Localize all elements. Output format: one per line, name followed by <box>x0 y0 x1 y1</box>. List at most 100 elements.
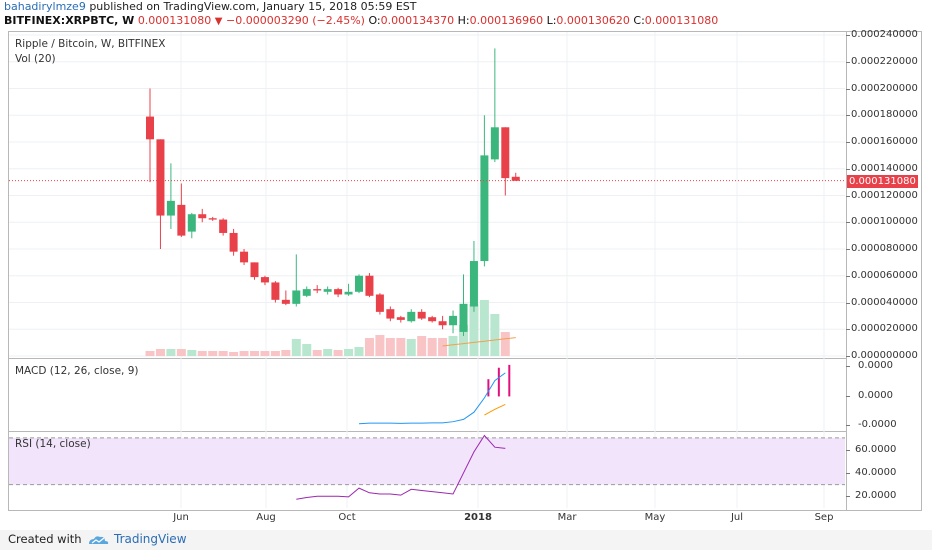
candle-body <box>511 176 520 181</box>
candle-body <box>449 315 458 326</box>
price-tick-mark <box>846 222 850 224</box>
rsi-tick-mark <box>846 449 850 451</box>
price-tick-label: 0.000160000 <box>851 136 918 147</box>
macd-tick-label: 0.0000 <box>858 390 893 402</box>
candle-body <box>146 116 154 140</box>
volume-bar <box>270 351 280 356</box>
rsi-line <box>296 434 506 500</box>
volume-bar <box>490 314 500 356</box>
price-tick-label: 0.000240000 <box>851 29 918 40</box>
rsi-pane-title: RSI (14, close) <box>15 438 91 450</box>
macd-tick-mark <box>846 366 850 368</box>
time-tick-label: 2018 <box>464 512 492 523</box>
macd-tick-mark <box>846 396 850 398</box>
volume-bar <box>333 350 343 356</box>
symbol-label: BITFINEX:XRPBTC, W <box>4 14 135 27</box>
time-tick-label: Jul <box>730 512 744 523</box>
candle-body <box>334 289 343 295</box>
candle-body <box>501 127 510 179</box>
price-axis[interactable] <box>846 31 922 511</box>
candle-body <box>375 294 384 312</box>
price-tick-label: 0.000140000 <box>851 162 918 174</box>
volume-bar <box>291 339 301 356</box>
rsi-pane[interactable] <box>8 431 847 511</box>
price-tick-mark <box>846 302 850 304</box>
price-tick-label: 0.000220000 <box>851 55 918 67</box>
publish-info: published on TradingView.com, January 15… <box>85 0 417 13</box>
candle-body <box>219 219 228 233</box>
candle-body <box>396 317 405 320</box>
low-label: L: <box>546 14 557 27</box>
price-tick-mark <box>846 195 850 197</box>
candle-body <box>438 321 447 326</box>
price-tick-label: 0.000080000 <box>851 243 918 254</box>
low-value: 0.000130620 <box>556 14 630 27</box>
open-label: O: <box>368 14 381 27</box>
price-tick-mark <box>846 88 850 90</box>
volume-bar <box>375 335 385 356</box>
volume-bar <box>479 300 489 356</box>
candle-body <box>292 290 301 304</box>
last-price-badge: 0.00013108​0 <box>847 175 918 188</box>
candle-body <box>490 127 499 160</box>
high-label: H: <box>457 14 470 27</box>
time-tick-label: Oct <box>338 512 356 523</box>
price-change: −0.000003290 (−2.45%) <box>226 14 365 27</box>
last-price: 0.000131080 <box>137 14 212 27</box>
macd-pane-title: MACD (12, 26, close, 9) <box>15 365 139 377</box>
volume-bar <box>344 349 354 356</box>
candle-body <box>386 309 395 319</box>
candle-body <box>260 277 269 283</box>
price-tick-label: 0.000180000 <box>851 109 918 121</box>
volume-bar <box>239 351 249 356</box>
price-tick-mark <box>846 168 850 170</box>
candle-body <box>480 155 489 262</box>
candle-body <box>177 204 186 236</box>
candle-body <box>407 311 416 322</box>
candle-body <box>229 232 238 252</box>
candle-body <box>428 317 437 322</box>
price-tick-mark <box>846 329 850 331</box>
volume-bar <box>459 325 468 356</box>
down-arrow-icon: ▼ <box>214 16 223 27</box>
price-tick-mark <box>846 356 850 357</box>
candle-body <box>166 200 175 216</box>
volume-bar <box>218 351 228 356</box>
time-tick-label: Mar <box>557 512 577 523</box>
volume-bar <box>187 350 197 356</box>
price-tick-label: 0.000040000 <box>851 296 918 308</box>
candle-body <box>187 214 196 232</box>
candle-body <box>198 214 207 219</box>
rsi-tick-mark <box>846 472 850 474</box>
time-tick-label: Sep <box>814 512 834 523</box>
close-value: 0.000131080 <box>644 14 719 27</box>
candle-body <box>355 275 363 292</box>
price-tick-mark <box>846 115 850 117</box>
close-label: C: <box>633 14 645 27</box>
volume-bar <box>469 304 479 356</box>
candle-body <box>208 218 217 220</box>
volume-bar <box>145 351 155 356</box>
candle-body <box>344 291 353 295</box>
macd-line <box>358 372 506 425</box>
volume-bar <box>323 349 333 356</box>
tradingview-brand[interactable]: TradingView <box>114 532 187 546</box>
candle-body <box>156 139 165 216</box>
price-tick-label: 0.000020000 <box>851 323 918 335</box>
price-tick-label: 0.000120000 <box>851 189 918 201</box>
rsi-tick-label: 20.0000 <box>855 490 897 502</box>
volume-bar <box>166 349 176 356</box>
candle-body <box>240 251 249 263</box>
author-link[interactable]: bahadirylmze9 <box>4 0 86 13</box>
price-tick-mark <box>846 275 850 277</box>
volume-bar <box>155 349 165 356</box>
price-tick-label: 0.000200000 <box>851 82 918 94</box>
candle-body <box>313 289 322 291</box>
price-tick-label: 0.000060000 <box>851 269 918 281</box>
volume-bar <box>302 344 312 356</box>
volume-bar <box>281 350 291 356</box>
volume-bar <box>208 351 218 356</box>
volume-bar <box>417 336 427 356</box>
candle-body <box>469 261 478 307</box>
